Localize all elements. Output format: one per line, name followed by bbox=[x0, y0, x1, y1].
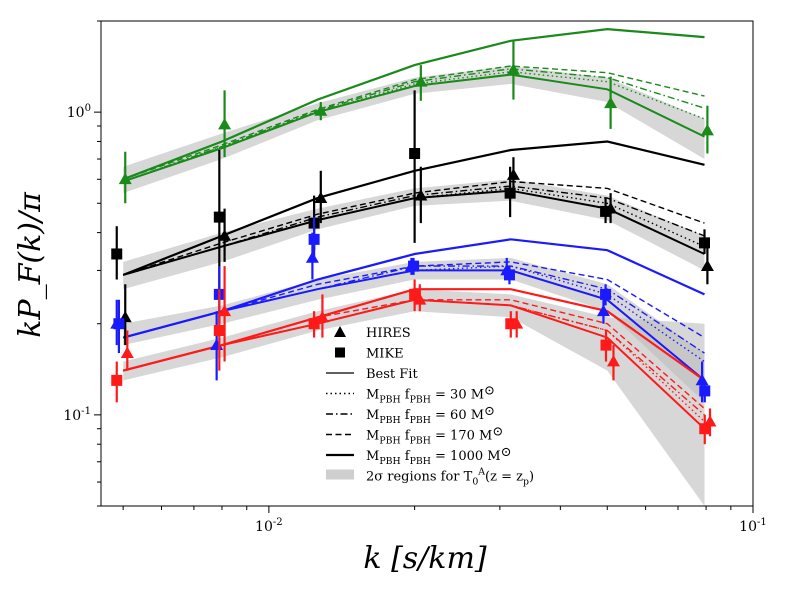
hires-point bbox=[414, 75, 428, 87]
hires-point bbox=[606, 355, 620, 367]
hires-point bbox=[506, 63, 520, 75]
hires-point bbox=[703, 415, 717, 427]
sigma-band bbox=[123, 179, 705, 290]
hires-point bbox=[413, 293, 427, 305]
m170-line bbox=[122, 180, 705, 276]
mike-point bbox=[600, 339, 612, 351]
legend-item: MPBH​ fPBH​ = 60 M​⊙ bbox=[326, 404, 495, 426]
m1000-line bbox=[122, 27, 705, 181]
hires-point bbox=[604, 96, 618, 109]
legend-label: Best Fit bbox=[366, 367, 418, 382]
best-fit-line bbox=[122, 73, 705, 183]
y-tick-label: 10-1​ bbox=[63, 406, 91, 424]
m30-line bbox=[123, 187, 705, 276]
hires-point bbox=[604, 202, 618, 214]
plot-frame bbox=[100, 20, 754, 507]
legend-label: MIKE bbox=[366, 347, 404, 362]
hires-point bbox=[506, 168, 520, 180]
mike-point bbox=[308, 233, 320, 245]
hires-point bbox=[110, 317, 124, 329]
m170-line bbox=[122, 65, 705, 180]
m60-line bbox=[122, 68, 705, 183]
hires-point bbox=[700, 259, 714, 271]
legend-label: MPBH​ fPBH​ = 1000 M​⊙ bbox=[366, 445, 511, 467]
legend-item: MIKE bbox=[335, 347, 404, 362]
hires-point bbox=[414, 189, 428, 201]
hires-point bbox=[695, 373, 709, 386]
mike-point bbox=[505, 318, 517, 330]
legend-item: 2σ regions for T0​A​(z = zp​) bbox=[326, 467, 534, 488]
hires-point bbox=[120, 346, 134, 358]
hires-point bbox=[404, 259, 418, 271]
legend-label: 2σ regions for T0​A​(z = zp​) bbox=[366, 467, 534, 488]
y-tick-label: 100​ bbox=[67, 103, 91, 121]
legend-label: MPBH​ fPBH​ = 30 M​⊙ bbox=[366, 384, 495, 406]
m60-line bbox=[123, 185, 705, 276]
mike-point bbox=[699, 237, 711, 249]
mike-point bbox=[600, 288, 612, 300]
y-axis-title: kP_F(k)/π bbox=[13, 191, 48, 338]
legend-label: MPBH​ fPBH​ = 60 M​⊙ bbox=[366, 404, 495, 426]
legend-item: HIRES bbox=[334, 326, 411, 341]
legend-handle bbox=[335, 347, 345, 358]
hires-point bbox=[510, 317, 524, 329]
hires-point bbox=[500, 263, 514, 276]
hires-point bbox=[314, 191, 328, 203]
mike-point bbox=[409, 148, 421, 160]
ticks-layer: 10-2​ 10-1​ 10-1​ 100​ bbox=[63, 20, 767, 535]
hires-point bbox=[305, 251, 319, 263]
mike-point bbox=[409, 288, 421, 300]
hires-point bbox=[218, 229, 232, 241]
hires-point bbox=[315, 310, 329, 323]
legend-item: MPBH​ fPBH​ = 1000 M​⊙ bbox=[326, 445, 511, 467]
x-axis-title: k [s/km] bbox=[363, 541, 487, 576]
legend-item: MPBH​ fPBH​ = 170 M​⊙ bbox=[326, 425, 503, 447]
hires-point bbox=[218, 304, 232, 317]
mike-point bbox=[308, 318, 320, 330]
mike-point bbox=[213, 324, 225, 336]
legend-label: MPBH​ fPBH​ = 170 M​⊙ bbox=[366, 425, 503, 447]
hires-point bbox=[700, 123, 714, 136]
sigma-band bbox=[123, 289, 705, 506]
hires-point bbox=[596, 304, 610, 317]
legend-handle bbox=[326, 469, 354, 480]
mike-point bbox=[111, 248, 123, 260]
mike-point bbox=[699, 423, 711, 435]
x-tick-label: 10-2​ bbox=[255, 517, 283, 535]
mike-point bbox=[699, 385, 711, 397]
legend-item: MPBH​ fPBH​ = 30 M​⊙ bbox=[326, 384, 495, 406]
legend-label: HIRES bbox=[366, 326, 411, 341]
mike-point bbox=[504, 187, 516, 199]
legend-handle bbox=[334, 326, 346, 337]
mike-point bbox=[213, 211, 225, 223]
legend-item: Best Fit bbox=[326, 367, 418, 382]
sigma-band bbox=[123, 257, 705, 403]
hires-point bbox=[218, 118, 232, 130]
hires-point bbox=[118, 172, 132, 185]
mike-point bbox=[111, 374, 123, 386]
points-layer bbox=[110, 40, 717, 445]
hires-point bbox=[314, 104, 328, 116]
x-tick-label: 10-1​ bbox=[739, 517, 767, 535]
